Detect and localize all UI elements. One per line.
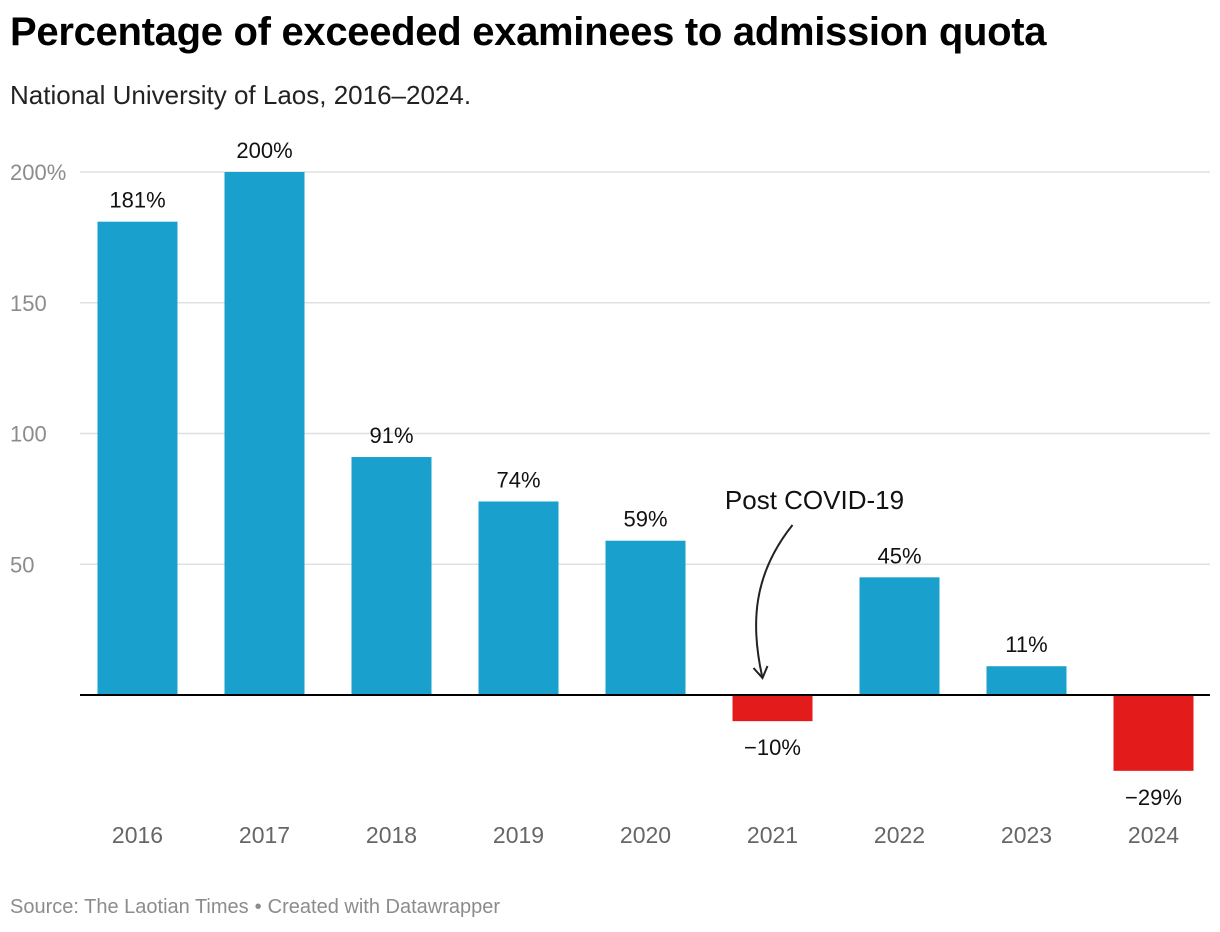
- value-label: 11%: [1005, 632, 1047, 657]
- value-label: 59%: [623, 507, 667, 532]
- value-label: 181%: [109, 188, 165, 213]
- x-tick-label: 2020: [620, 822, 671, 848]
- x-tick-label: 2022: [874, 822, 925, 848]
- chart-title: Percentage of exceeded examinees to admi…: [10, 10, 1047, 54]
- x-tick-label: 2021: [747, 822, 798, 848]
- value-labels: 181% 200% 91% 74% 59% −10% 45% 11% −29%: [109, 138, 1182, 810]
- source-line: Source: The Laotian Times • Created with D…: [10, 896, 500, 919]
- credit-text: Created with Datawrapper: [267, 896, 501, 918]
- value-label: 200%: [236, 138, 292, 163]
- value-label: −29%: [1125, 785, 1182, 810]
- bar-2018: [351, 457, 432, 695]
- y-tick-label: 50: [10, 552, 34, 577]
- bar-2016: [97, 221, 178, 695]
- separator-dot: •: [254, 896, 262, 918]
- chart-subtitle: National University of Laos, 2016–2024.: [10, 80, 472, 110]
- y-tick-label: 200%: [10, 160, 66, 185]
- bar-2017: [224, 172, 305, 695]
- bars: [97, 172, 1194, 771]
- bar-2023: [986, 666, 1067, 695]
- value-label: 74%: [496, 467, 540, 492]
- x-tick-label: 2018: [366, 822, 417, 848]
- y-tick-label: 100: [10, 422, 47, 447]
- bar-2020: [605, 540, 686, 695]
- value-label: −10%: [744, 735, 801, 760]
- y-tick-label: 150: [10, 291, 47, 316]
- x-tick-label: 2019: [493, 822, 544, 848]
- source-text: Source: The Laotian Times: [10, 896, 249, 918]
- bar-2022: [859, 577, 940, 695]
- x-tick-label: 2024: [1128, 822, 1179, 848]
- x-tick-label: 2017: [239, 822, 290, 848]
- x-tick-label: 2016: [112, 822, 163, 848]
- x-axis-ticks: 2016 2017 2018 2019 2020 2021 2022 2023 2024: [112, 822, 1179, 848]
- bar-2019: [478, 501, 559, 695]
- annotation-text: Post COVID-19: [725, 485, 904, 515]
- annotation-arrow: [755, 524, 794, 679]
- bar-2021: [732, 695, 813, 722]
- annotation: Post COVID-19: [725, 485, 904, 680]
- value-label: 91%: [369, 423, 413, 448]
- x-tick-label: 2023: [1001, 822, 1052, 848]
- y-axis-ticks: 50 100 150 200%: [10, 160, 66, 577]
- annotation-arrowhead: [752, 665, 769, 680]
- bar-2024: [1113, 695, 1194, 771]
- value-label: 45%: [877, 543, 921, 568]
